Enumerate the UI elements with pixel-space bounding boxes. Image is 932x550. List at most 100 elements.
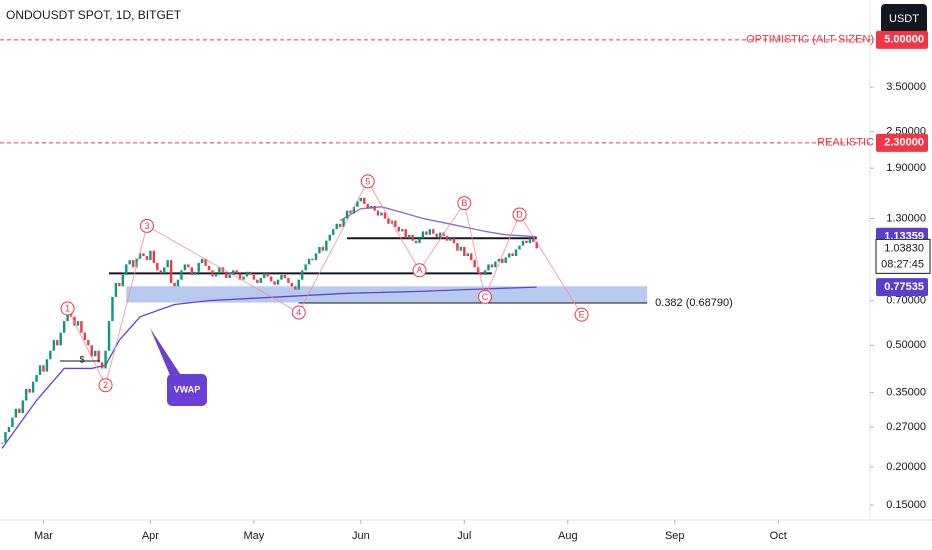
candle [407,234,411,239]
candle [166,260,169,268]
candle [45,359,49,372]
candle [59,332,62,346]
wave-marker [457,196,472,211]
candle [107,321,111,351]
candle [452,238,456,244]
candle [135,258,138,268]
wave-label: 2 [103,380,108,390]
candle [470,253,473,261]
plot: 0.382 (0.68790) 1 2 3 4 5 A B C D E VWAP $ [0,39,870,449]
countdown: 08:27:45 [881,258,924,270]
candle [273,281,276,285]
candle [25,388,28,401]
candle [100,362,104,369]
y-tick-label: 0.20000 [886,461,926,473]
candle [56,340,59,346]
candle [349,210,352,214]
wave-marker [291,305,306,320]
wave-marker [60,301,75,316]
candle [280,274,283,280]
last-price-badge [875,238,931,274]
candle [238,273,242,280]
candle [200,258,204,263]
x-tick-label: Jul [457,530,471,542]
candle [432,229,435,234]
wave-label: 4 [296,307,301,317]
wave-label: 3 [144,221,149,231]
candle [466,253,469,257]
candle [31,381,35,393]
candle [266,273,269,277]
candle [14,408,18,418]
price-badge-label: 0.77535 [884,281,924,293]
candle [228,274,231,279]
x-tick-label: Aug [558,530,578,542]
candle [125,264,128,275]
candle [445,235,449,241]
candle [176,279,180,287]
wave-marker [574,307,589,322]
candle [114,282,118,297]
dollar-note: $ [79,354,84,364]
candle [49,350,52,360]
candle [494,261,497,268]
candle [314,253,318,261]
quote-button-label[interactable]: USDT [889,13,919,25]
y-tick-label: 0.27000 [886,421,926,433]
candle [156,262,159,271]
candle [383,212,387,219]
candle [535,241,538,249]
wave-label: 5 [365,176,370,186]
candle [73,316,76,326]
candle [459,246,463,251]
candle [418,238,421,244]
candle [169,260,173,283]
level-badge-label: 5.00000 [884,34,924,46]
candle [307,258,311,265]
candle [532,238,535,242]
candle [118,282,121,287]
candle [42,365,45,372]
candle [359,197,363,202]
candle [497,258,501,262]
x-tick-label: Sep [665,530,685,542]
candle [421,231,425,239]
candle [145,256,149,261]
wave-label: 1 [65,303,70,313]
candle [521,240,525,246]
chart-title: ONDOUSDT SPOT, 1D, BITGET [6,8,182,22]
candle [380,212,383,216]
y-tick-label: 0.70000 [886,295,926,307]
candle [332,229,335,235]
candle [338,223,342,227]
wave-path [67,180,583,387]
candle [190,267,194,275]
candle [138,253,142,259]
candle [242,276,245,280]
candle [180,270,183,280]
candle [66,312,69,322]
y-tick-label: 0.35000 [886,387,926,399]
candle [149,250,152,261]
candle [428,229,432,235]
candle [90,345,93,357]
candle [456,243,459,251]
candle [249,271,252,275]
candle [363,197,366,205]
candle [35,374,38,382]
candle [342,218,345,227]
candle [473,260,476,268]
quote-button[interactable] [881,4,927,34]
candle [490,264,494,268]
candle [328,234,331,241]
candle [218,267,221,274]
candle [159,270,162,274]
candle [111,296,114,322]
candle [321,246,325,251]
candle [80,321,83,333]
candle [269,276,273,282]
candle [501,258,504,263]
candle [283,274,287,279]
candle [214,273,218,277]
